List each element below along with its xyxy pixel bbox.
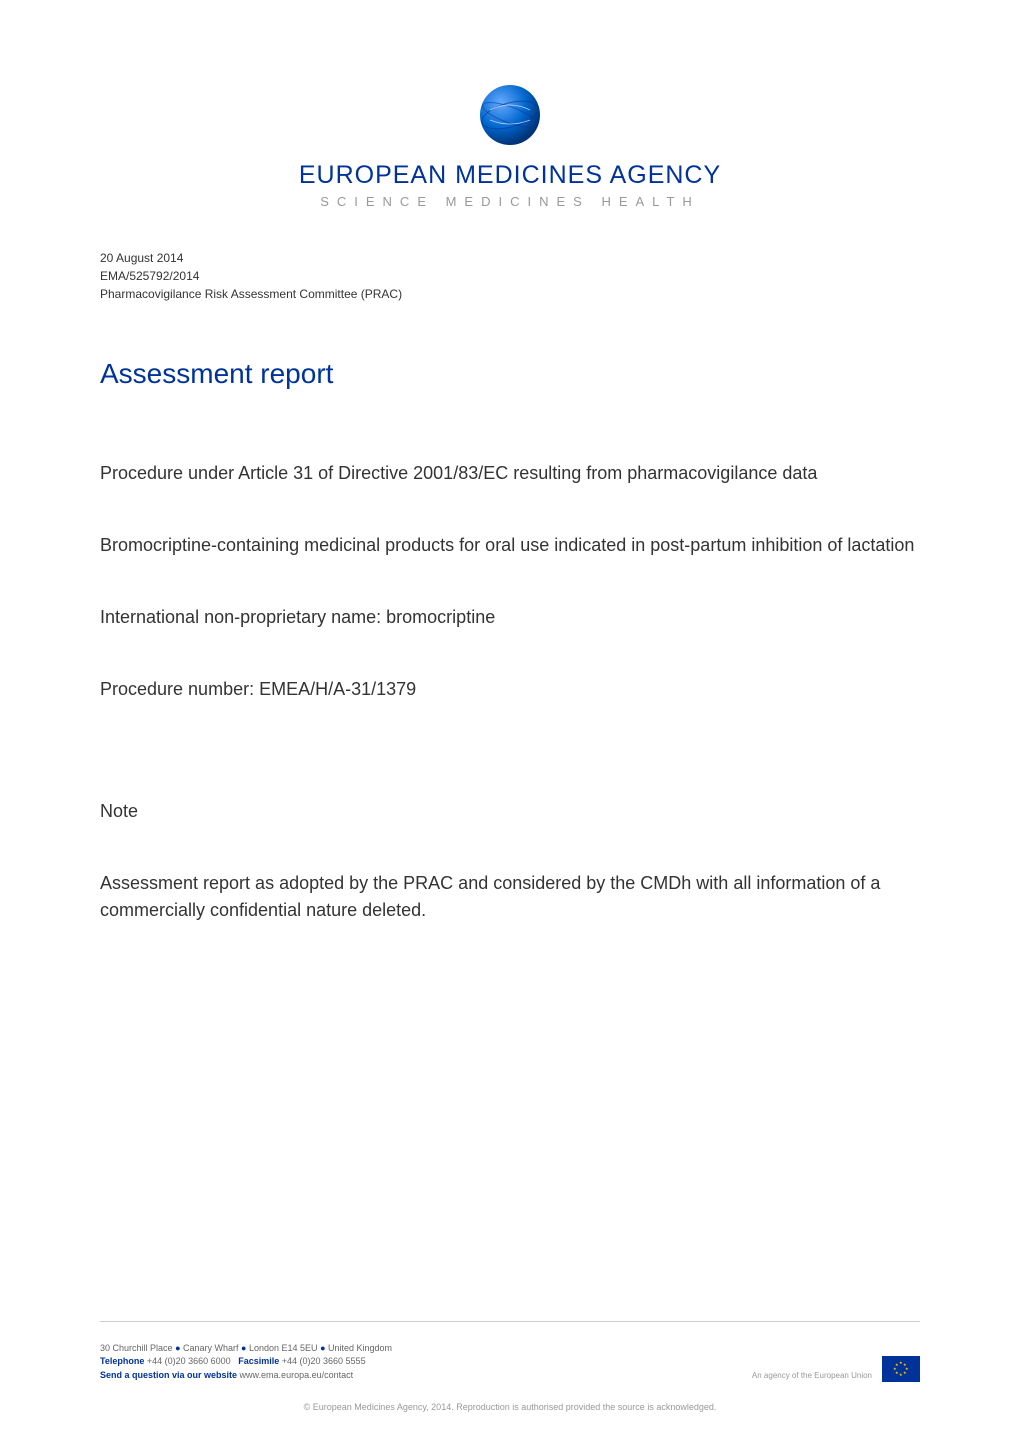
page-footer: 30 Churchill Place ● Canary Wharf ● Lond… — [0, 1321, 1020, 1442]
address-part-3: London E14 5EU — [249, 1343, 318, 1353]
document-title: Assessment report — [100, 358, 920, 390]
agency-text: An agency of the European Union — [752, 1371, 872, 1380]
footer-divider — [100, 1321, 920, 1322]
subtitle-note-text: Assessment report as adopted by the PRAC… — [100, 870, 920, 924]
subtitle-inn: International non-proprietary name: brom… — [100, 604, 920, 631]
footer-address: 30 Churchill Place ● Canary Wharf ● Lond… — [100, 1342, 392, 1383]
dot-separator-icon: ● — [241, 1343, 249, 1353]
question-label: Send a question via our website — [100, 1370, 237, 1380]
facsimile-label: Facsimile — [238, 1356, 279, 1366]
footer-right: An agency of the European Union ★ ★ ★ ★ … — [752, 1356, 920, 1382]
subtitle-procedure: Procedure under Article 31 of Directive … — [100, 460, 920, 487]
address-part-4: United Kingdom — [328, 1343, 392, 1353]
eu-flag-icon: ★ ★ ★ ★ ★ ★ ★ ★ — [882, 1356, 920, 1382]
facsimile-value: +44 (0)20 3660 5555 — [282, 1356, 366, 1366]
address-part-1: 30 Churchill Place — [100, 1343, 173, 1353]
dot-separator-icon: ● — [320, 1343, 328, 1353]
doc-date: 20 August 2014 — [100, 249, 920, 267]
question-url: www.ema.europa.eu/contact — [240, 1370, 354, 1380]
dot-separator-icon: ● — [175, 1343, 183, 1353]
logo-text-sub: SCIENCE MEDICINES HEALTH — [100, 194, 920, 209]
ema-logo: EUROPEAN MEDICINES AGENCY SCIENCE MEDICI… — [100, 80, 920, 209]
telephone-value: +44 (0)20 3660 6000 — [147, 1356, 231, 1366]
subtitle-note-heading: Note — [100, 798, 920, 825]
telephone-label: Telephone — [100, 1356, 144, 1366]
doc-committee: Pharmacovigilance Risk Assessment Commit… — [100, 285, 920, 303]
subtitle-product: Bromocriptine-containing medicinal produ… — [100, 532, 920, 559]
copyright-text: © European Medicines Agency, 2014. Repro… — [100, 1402, 920, 1412]
doc-reference: EMA/525792/2014 — [100, 267, 920, 285]
ema-logo-icon — [475, 80, 545, 155]
document-metadata: 20 August 2014 EMA/525792/2014 Pharmacov… — [100, 249, 920, 303]
logo-text-main: EUROPEAN MEDICINES AGENCY — [100, 161, 920, 190]
subtitle-procedure-number: Procedure number: EMEA/H/A-31/1379 — [100, 676, 920, 703]
address-part-2: Canary Wharf — [183, 1343, 239, 1353]
